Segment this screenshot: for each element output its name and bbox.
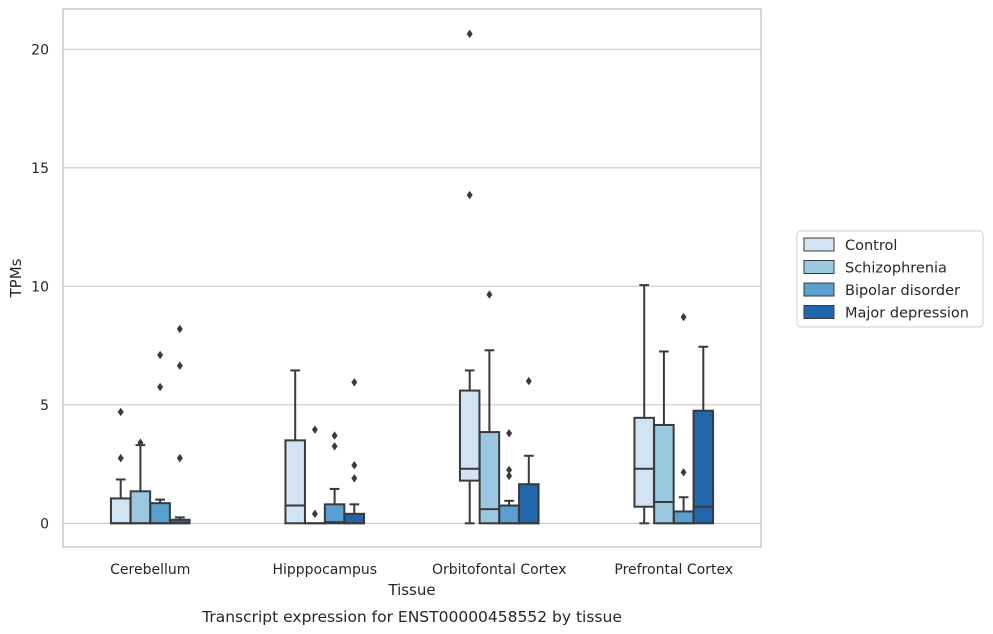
legend: Control Schizophrenia Bipolar disorder Majo… xyxy=(796,230,984,328)
outlier-point xyxy=(137,438,144,447)
box-2-2 xyxy=(498,429,520,525)
y-tick-label: 5 xyxy=(40,398,49,414)
outlier-point xyxy=(331,442,338,451)
box-2-0 xyxy=(458,29,481,525)
outlier-point xyxy=(525,376,532,386)
outlier-point xyxy=(176,324,183,334)
box-body xyxy=(343,512,366,525)
box-1-3 xyxy=(343,378,366,525)
box-0-0 xyxy=(109,407,132,525)
box-body xyxy=(129,490,152,525)
outlier-point xyxy=(351,474,358,483)
box-body xyxy=(458,389,481,482)
outlier-point xyxy=(157,382,164,392)
outlier-point xyxy=(680,312,687,322)
box-3-3 xyxy=(692,345,715,525)
outlier-point xyxy=(311,425,318,434)
y-tick-label: 15 xyxy=(31,161,49,177)
y-tick-labels: 0 5 10 15 20 xyxy=(31,42,49,532)
box-body xyxy=(672,510,695,525)
outlier-point xyxy=(311,509,318,519)
outlier-point xyxy=(351,378,358,387)
legend-swatch xyxy=(803,305,835,319)
box-0-3 xyxy=(169,324,191,525)
box-0-2 xyxy=(149,350,171,525)
y-axis-label: TPMs xyxy=(7,258,25,298)
box-body xyxy=(323,503,346,525)
box-2-3 xyxy=(518,376,540,525)
box-1-2 xyxy=(323,431,346,525)
box-body xyxy=(633,416,655,508)
outlier-point xyxy=(176,361,183,370)
legend-swatch xyxy=(803,237,835,252)
legend-swatch xyxy=(803,260,835,274)
outlier-point xyxy=(486,290,493,299)
outlier-point xyxy=(506,465,513,475)
x-axis-label: Tissue xyxy=(387,581,435,599)
box-body xyxy=(518,483,540,525)
box-2-1 xyxy=(478,290,501,525)
legend-label: Schizophrenia xyxy=(845,261,947,277)
legend-label: Bipolar disorder xyxy=(845,283,960,299)
outlier-point xyxy=(157,350,164,360)
legend-swatch xyxy=(803,282,835,297)
outlier-point xyxy=(506,429,513,438)
box-3-0 xyxy=(633,284,655,525)
box-body xyxy=(109,497,132,525)
x-tick-labels: Cerebellum Hipppocampus Orbitofontal Corte… xyxy=(110,562,733,578)
y-tick-label: 0 xyxy=(40,516,49,532)
x-tick-label: Cerebellum xyxy=(110,562,190,578)
outlier-point xyxy=(176,453,183,463)
box-body xyxy=(149,502,171,525)
box-body xyxy=(478,431,501,525)
boxes xyxy=(109,29,715,525)
plot-frame xyxy=(62,8,762,548)
box-0-1 xyxy=(129,438,152,525)
box-1-1 xyxy=(304,425,326,525)
chart-caption: Transcript expression for ENST0000045855… xyxy=(201,608,622,626)
outlier-point xyxy=(466,190,473,200)
box-body xyxy=(498,504,520,525)
y-tick-label: 10 xyxy=(31,279,49,295)
box-3-1 xyxy=(653,350,675,525)
legend-label: Major depression xyxy=(845,306,969,322)
y-tick-label: 20 xyxy=(31,42,49,58)
outlier-point xyxy=(331,431,338,440)
box-body xyxy=(653,423,675,525)
outlier-point xyxy=(117,407,124,417)
box-3-2 xyxy=(672,312,695,525)
legend-frame xyxy=(796,230,984,328)
box-1-0 xyxy=(284,369,306,525)
outlier-point xyxy=(506,471,513,481)
box-body xyxy=(284,439,306,525)
outlier-point xyxy=(351,461,358,470)
legend-label: Control xyxy=(845,238,897,254)
outlier-point xyxy=(680,468,687,477)
box-body xyxy=(692,409,715,525)
outlier-point xyxy=(117,453,124,463)
x-tick-label: Orbitofontal Cortex xyxy=(432,562,567,578)
outlier-point xyxy=(466,29,473,39)
x-tick-label: Hipppocampus xyxy=(272,562,377,578)
x-tick-label: Prefrontal Cortex xyxy=(614,562,733,578)
